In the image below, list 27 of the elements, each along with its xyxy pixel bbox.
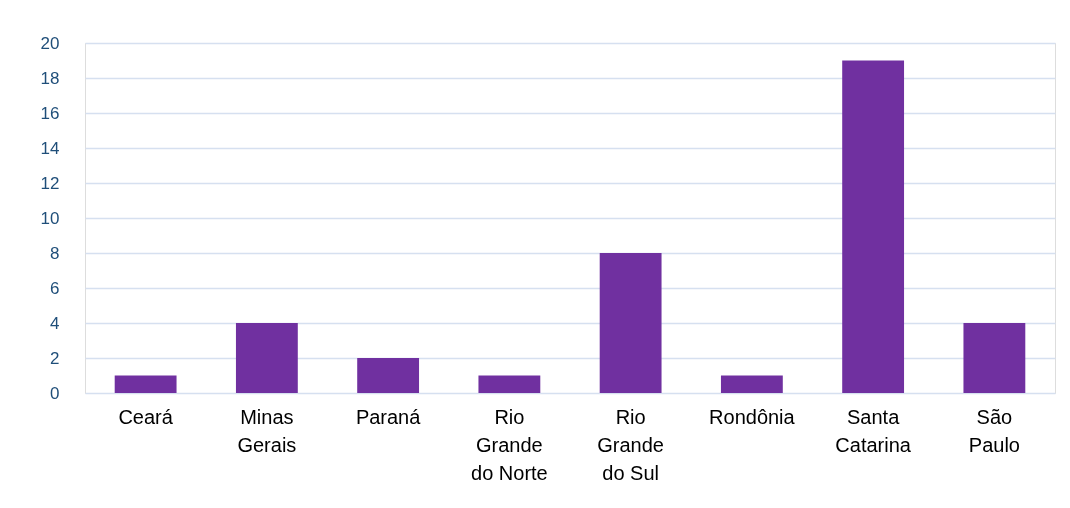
x-tick-label: Paraná bbox=[355, 405, 422, 428]
x-tick-label: Rio Grande do Sul bbox=[597, 405, 664, 484]
bar bbox=[599, 253, 662, 393]
y-tick-label: 16 bbox=[40, 103, 60, 123]
bar bbox=[235, 323, 298, 393]
x-tick-label: Santa Catarina bbox=[835, 405, 912, 456]
y-tick-label: 0 bbox=[50, 383, 60, 403]
y-tick-label: 6 bbox=[50, 278, 60, 298]
bar bbox=[963, 323, 1026, 393]
x-tick-label: Rio Grande do Norte bbox=[471, 405, 548, 484]
y-tick-label: 8 bbox=[50, 243, 60, 263]
y-tick-label: 10 bbox=[40, 208, 60, 228]
x-tick-label: Minas Gerais bbox=[237, 405, 297, 456]
x-tick-label: Rondônia bbox=[709, 405, 796, 428]
x-tick-label: Ceará bbox=[118, 405, 174, 428]
y-tick-label: 14 bbox=[40, 138, 60, 158]
x-tick-label: São Paulo bbox=[968, 405, 1020, 456]
y-tick-label: 2 bbox=[50, 348, 60, 368]
y-tick-label: 12 bbox=[40, 173, 60, 193]
bar bbox=[720, 375, 783, 393]
bar bbox=[842, 60, 905, 393]
y-tick-label: 4 bbox=[50, 313, 60, 333]
bar bbox=[357, 358, 420, 393]
bar bbox=[114, 375, 177, 393]
y-tick-label: 20 bbox=[40, 33, 60, 53]
bar bbox=[478, 375, 541, 393]
y-tick-label: 18 bbox=[40, 68, 60, 88]
